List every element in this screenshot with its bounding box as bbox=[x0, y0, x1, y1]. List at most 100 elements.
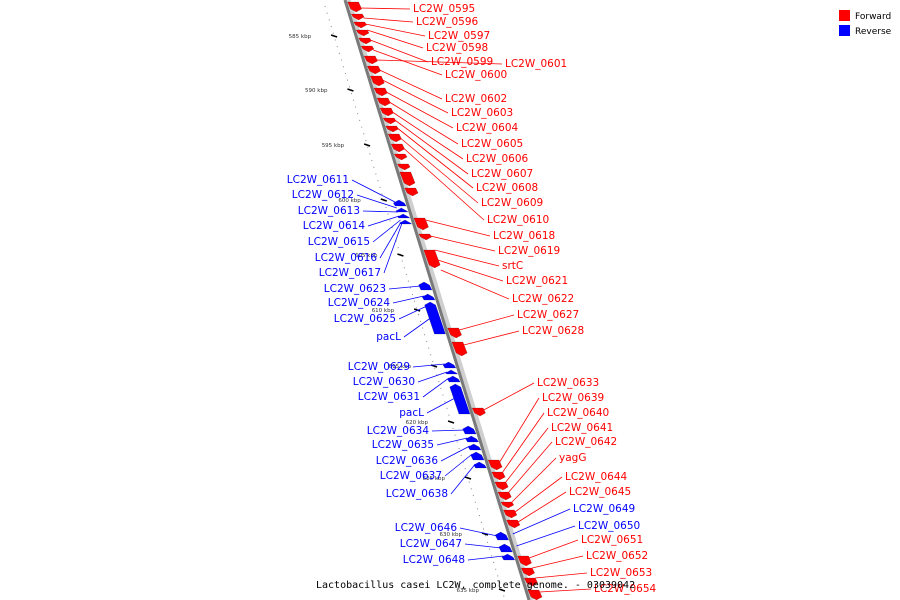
reverse-gene bbox=[421, 293, 436, 301]
forward-gene bbox=[387, 133, 402, 143]
gene-label-forward: LC2W_0610 bbox=[487, 214, 549, 226]
leader-line bbox=[388, 285, 421, 290]
forward-gene bbox=[418, 233, 432, 241]
gene-label-reverse: LC2W_0634 bbox=[367, 425, 430, 437]
gene-label-forward: LC2W_0640 bbox=[547, 407, 609, 419]
gene-label-forward: LC2W_0651 bbox=[581, 534, 643, 546]
tick-label: 595 kbp bbox=[322, 143, 345, 149]
leader-line bbox=[505, 427, 549, 483]
reverse-gene bbox=[470, 451, 485, 461]
forward-gene bbox=[494, 481, 509, 491]
tick-label: 585 kbp bbox=[289, 34, 312, 40]
reverse-gene bbox=[473, 461, 487, 469]
forward-gene bbox=[523, 577, 539, 587]
reverse-gene bbox=[399, 219, 413, 225]
legend-reverse-label: Reverse bbox=[855, 27, 892, 37]
tick-mark bbox=[347, 88, 354, 92]
gene-label-forward: LC2W_0598 bbox=[426, 42, 488, 54]
tick-mark bbox=[447, 420, 455, 424]
leader-line bbox=[431, 429, 465, 432]
leader-line bbox=[372, 219, 401, 243]
forward-gene bbox=[491, 471, 506, 481]
gene-label-forward: LC2W_0595 bbox=[413, 3, 475, 15]
tick-label: 615 kbp bbox=[389, 364, 412, 370]
legend-reverse-swatch bbox=[839, 25, 850, 36]
reverse-gene bbox=[397, 213, 411, 219]
leader-line bbox=[398, 305, 428, 320]
forward-gene bbox=[404, 187, 419, 197]
gene-label-reverse: LC2W_0624 bbox=[328, 297, 391, 309]
gene-label-forward: LC2W_0633 bbox=[537, 377, 599, 389]
forward-gene bbox=[347, 1, 363, 13]
reverse-gene bbox=[462, 425, 477, 435]
forward-gene bbox=[471, 407, 486, 417]
leader-line bbox=[397, 127, 474, 189]
leader-line bbox=[379, 69, 443, 100]
leader-line bbox=[502, 412, 545, 473]
gene-label-reverse: LC2W_0629 bbox=[348, 361, 410, 373]
reverse-gene bbox=[442, 361, 457, 369]
leader-line bbox=[512, 508, 571, 535]
forward-gene bbox=[390, 143, 405, 153]
leader-line bbox=[394, 119, 469, 175]
leader-line bbox=[516, 525, 576, 547]
gene-label-reverse: LC2W_0630 bbox=[353, 376, 415, 388]
gene-label-forward: LC2W_0607 bbox=[471, 168, 533, 180]
legend: Forward Reverse bbox=[839, 10, 892, 37]
leader-line bbox=[517, 491, 567, 523]
forward-gene bbox=[363, 55, 378, 65]
forward-gene bbox=[447, 327, 462, 339]
leader-line bbox=[356, 194, 397, 209]
leader-line bbox=[450, 463, 476, 495]
leader-line bbox=[514, 476, 563, 513]
gene-label-reverse: LC2W_0638 bbox=[386, 488, 448, 500]
reverse-gene bbox=[449, 383, 471, 415]
leader-line bbox=[511, 457, 557, 503]
gene-label-reverse: pacL bbox=[376, 331, 401, 343]
leader-line bbox=[440, 445, 470, 462]
gene-label-forward: LC2W_0604 bbox=[456, 122, 519, 134]
forward-gene bbox=[382, 117, 397, 125]
gene-label-forward: LC2W_0653 bbox=[590, 567, 652, 579]
legend-forward-swatch bbox=[839, 10, 850, 21]
forward-gene bbox=[451, 341, 468, 357]
leader-line bbox=[362, 210, 399, 213]
forward-gene bbox=[360, 45, 375, 53]
gene-label-forward: LC2W_0654 bbox=[594, 583, 657, 595]
gene-label-forward: LC2W_0605 bbox=[461, 138, 523, 150]
gene-label-reverse: LC2W_0614 bbox=[303, 220, 366, 232]
gene-label-forward: LC2W_0596 bbox=[416, 16, 479, 28]
forward-gene bbox=[506, 519, 521, 529]
leader-line bbox=[430, 235, 496, 252]
gene-label-forward: LC2W_0600 bbox=[445, 69, 507, 81]
gene-label-forward: yagG bbox=[559, 452, 586, 464]
forward-gene bbox=[376, 97, 391, 107]
forward-gene bbox=[520, 567, 535, 577]
reverse-gene bbox=[465, 435, 480, 443]
reverse-gene bbox=[418, 281, 433, 291]
leader-line bbox=[422, 377, 450, 398]
leader-line bbox=[392, 111, 464, 160]
forward-gene bbox=[393, 153, 408, 161]
gene-label-forward: LC2W_0602 bbox=[445, 93, 507, 105]
leader-line bbox=[444, 453, 473, 477]
tick-label: 625 kbp bbox=[423, 476, 446, 482]
gene-label-forward: LC2W_0601 bbox=[505, 58, 567, 70]
leader-line bbox=[434, 249, 500, 267]
gene-label-forward: LC2W_0652 bbox=[586, 550, 648, 562]
forward-gene bbox=[353, 21, 367, 29]
gene-label-reverse: LC2W_0623 bbox=[324, 283, 386, 295]
leader-layer bbox=[351, 7, 592, 593]
genome-title: Lactobacillus casei LC2W, complete genom… bbox=[316, 580, 635, 591]
leader-line bbox=[392, 295, 424, 304]
forward-gene bbox=[369, 75, 385, 87]
gene-label-forward: LC2W_0622 bbox=[512, 293, 574, 305]
gene-label-forward: LC2W_0599 bbox=[431, 56, 493, 68]
gene-label-reverse: LC2W_0611 bbox=[287, 174, 349, 186]
tick-layer: 585 kbp 590 kbp 595 kbp 600 kbp 605 kbp 610 k… bbox=[289, 34, 506, 594]
reverse-gene bbox=[498, 543, 513, 553]
forward-gene bbox=[373, 87, 388, 97]
forward-gene bbox=[500, 501, 515, 509]
leader-line bbox=[417, 371, 448, 383]
leader-line bbox=[351, 179, 396, 203]
